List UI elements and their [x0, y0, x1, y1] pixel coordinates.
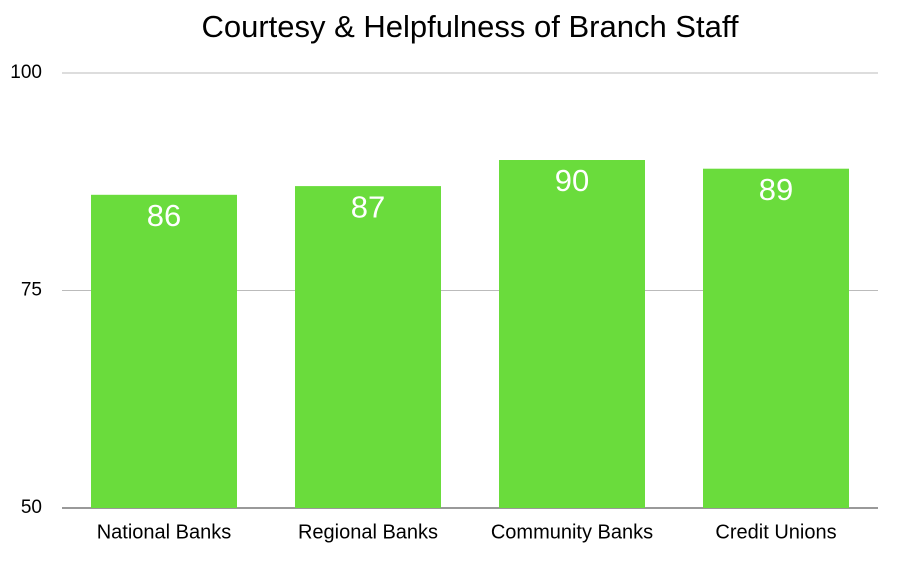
- bar: [703, 168, 849, 508]
- data-label: 90: [555, 163, 589, 198]
- data-label: 87: [351, 189, 385, 224]
- bar: [91, 194, 237, 509]
- chart-title: Courtesy & Helpfulness of Branch Staff: [201, 9, 738, 44]
- x-tick-label: Credit Unions: [715, 521, 836, 543]
- data-label: 86: [147, 198, 181, 233]
- x-tick-label: National Banks: [97, 521, 232, 543]
- y-tick-label: 100: [10, 62, 42, 83]
- y-tick-label: 50: [21, 497, 42, 518]
- x-tick-label: Community Banks: [491, 521, 653, 543]
- bar: [499, 160, 645, 508]
- y-tick-label: 75: [21, 280, 42, 301]
- x-tick-label: Regional Banks: [298, 521, 438, 543]
- bar: [295, 186, 441, 508]
- data-label: 89: [759, 172, 793, 207]
